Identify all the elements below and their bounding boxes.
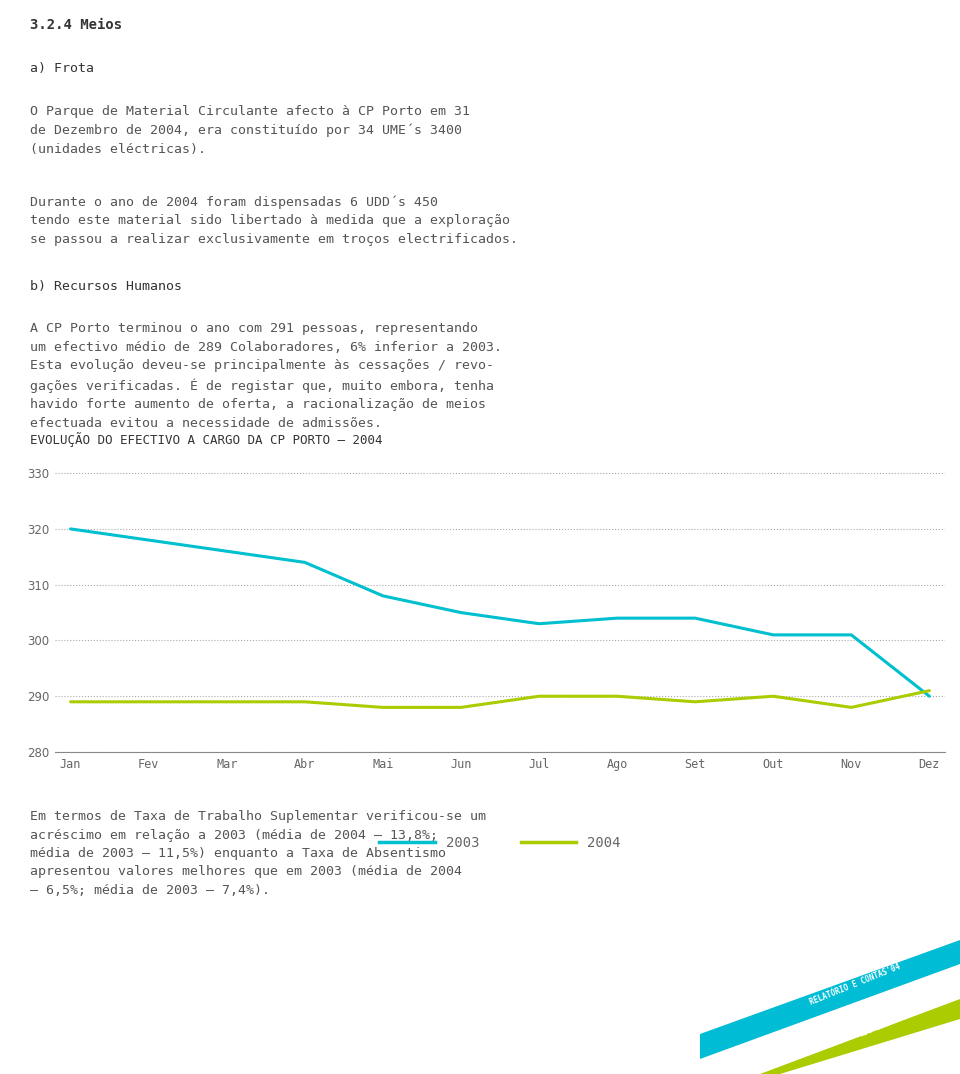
Text: 030-031: 030-031 (858, 1019, 892, 1040)
Legend: 2003, 2004: 2003, 2004 (373, 830, 627, 855)
Text: b) Recursos Humanos: b) Recursos Humanos (30, 280, 182, 293)
Polygon shape (760, 999, 960, 1074)
Text: RELATÓRIO E CONTAS'04: RELATÓRIO E CONTAS'04 (808, 961, 901, 1006)
Text: a) Frota: a) Frota (30, 62, 94, 75)
Polygon shape (700, 940, 960, 1059)
Text: Em termos de Taxa de Trabalho Suplementar verificou-se um
acréscimo em relação a: Em termos de Taxa de Trabalho Suplementa… (30, 810, 486, 897)
Text: EVOLUÇÃO DO EFECTIVO A CARGO DA CP PORTO – 2004: EVOLUÇÃO DO EFECTIVO A CARGO DA CP PORTO… (30, 432, 382, 447)
Text: Durante o ano de 2004 foram dispensadas 6 UDD´s 450
tendo este material sido lib: Durante o ano de 2004 foram dispensadas … (30, 195, 518, 246)
Text: 3.2.4 Meios: 3.2.4 Meios (30, 18, 122, 32)
Text: O Parque de Material Circulante afecto à CP Porto em 31
de Dezembro de 2004, era: O Parque de Material Circulante afecto à… (30, 105, 470, 156)
Text: A CP Porto terminou o ano com 291 pessoas, representando
um efectivo médio de 28: A CP Porto terminou o ano com 291 pessoa… (30, 322, 502, 430)
